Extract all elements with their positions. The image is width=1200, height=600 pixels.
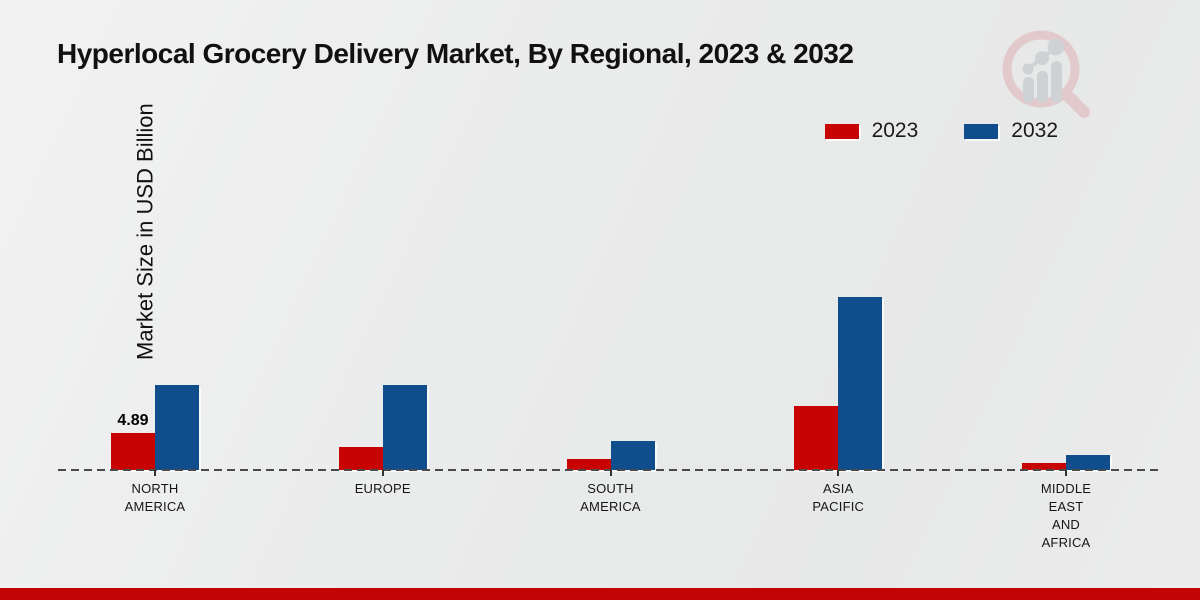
axis-tick-asia-pacific — [837, 470, 840, 476]
category-label-asia-pacific: ASIA PACIFIC — [812, 481, 865, 514]
axis-tick-south-america — [609, 470, 612, 476]
category-label-europe: EUROPE — [354, 481, 411, 496]
axis-tick-north-america — [154, 470, 156, 476]
bar-2032-middle-east-and-africa — [1066, 455, 1110, 470]
bar-2023-middle-east-and-africa — [1022, 463, 1066, 470]
bar-value-label: 4.89 — [117, 412, 149, 429]
bar-2032-north-america — [155, 385, 199, 470]
axis-tick-europe — [381, 470, 384, 476]
legend-label-2032: 2032 — [1011, 119, 1058, 142]
legend-label-2023: 2023 — [871, 119, 919, 142]
footer-bar — [0, 588, 1200, 600]
bar-2023-south-america — [566, 459, 611, 470]
bar-2023-asia-pacific — [794, 406, 839, 470]
legend: 2023 2032 — [824, 119, 1058, 143]
bar-2032-asia-pacific — [838, 297, 883, 470]
x-axis-baseline — [58, 469, 1158, 471]
bar-2023-europe — [338, 447, 383, 470]
axis-tick-middle-east-and-africa — [1065, 470, 1067, 476]
chart-title: Hyperlocal Grocery Delivery Market, By R… — [57, 38, 854, 69]
bar-2032-south-america — [610, 441, 655, 470]
legend-item-2023: 2023 — [824, 119, 919, 143]
legend-swatch-2023 — [824, 123, 859, 139]
category-label-north-america: NORTH AMERICA — [124, 481, 186, 514]
category-label-south-america: SOUTH AMERICA — [580, 481, 641, 514]
category-label-middle-east-and-africa: MIDDLE EAST AND AFRICA — [1040, 481, 1092, 550]
legend-item-2032: 2032 — [964, 119, 1058, 143]
bar-2032-europe — [382, 385, 427, 470]
bar-2023-north-america — [111, 433, 155, 470]
legend-swatch-2032 — [964, 123, 999, 139]
